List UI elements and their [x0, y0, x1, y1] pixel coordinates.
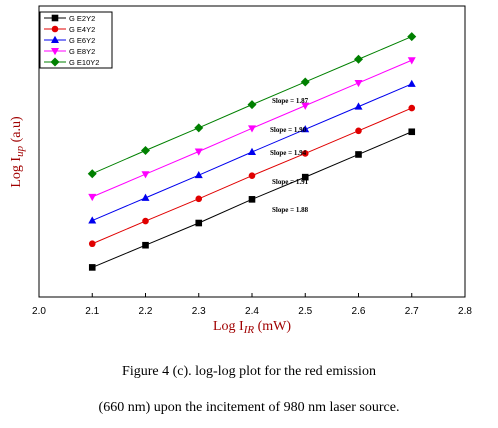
data-point	[248, 196, 256, 203]
slope-annotation: Slope = 1.94	[270, 149, 307, 157]
x-tick-label: 2.3	[192, 306, 206, 317]
data-point	[354, 102, 363, 110]
series-group	[87, 32, 417, 271]
data-point	[407, 32, 417, 42]
data-point	[248, 172, 256, 179]
data-point	[408, 104, 416, 112]
legend-label: G E4Y2	[69, 25, 95, 34]
legend-marker	[51, 14, 59, 22]
y-axis-label: Log Iup (a.u)	[9, 116, 26, 188]
data-point	[408, 128, 416, 136]
slope-annotation: Slope = 1.91	[272, 178, 309, 186]
data-point	[355, 151, 362, 158]
data-point	[248, 125, 256, 133]
data-point	[142, 241, 149, 249]
legend: G E2Y2 G E4Y2 G E6Y2 G E8Y2 G E10Y2	[39, 11, 113, 69]
legend-marker	[50, 57, 60, 67]
slope-annotation: Slope = 1.88	[272, 206, 309, 214]
data-point	[142, 217, 149, 225]
slope-annotation: Slope = 1.87	[272, 97, 309, 105]
data-point	[354, 79, 363, 88]
data-point	[88, 240, 96, 248]
data-point	[88, 193, 97, 202]
data-point	[141, 193, 150, 201]
x-tick-label: 2.5	[298, 306, 312, 317]
x-ticks: 2.0 2.1 2.2 2.3 2.4 2.5 2.6 2.7 2.8	[32, 293, 472, 317]
data-point	[194, 123, 204, 133]
data-point	[88, 264, 96, 271]
data-point	[141, 171, 150, 179]
data-point	[195, 219, 203, 227]
data-point	[141, 146, 150, 156]
data-point	[87, 169, 97, 179]
legend-marker	[51, 25, 59, 33]
legend-marker	[51, 48, 59, 56]
legend-marker	[51, 35, 59, 43]
data-point	[301, 173, 309, 181]
slope-annotation: Slope = 1.90	[270, 126, 307, 134]
data-point	[301, 150, 309, 157]
data-point	[301, 125, 310, 133]
data-point	[355, 127, 362, 135]
x-tick-label: 2.4	[245, 306, 259, 317]
figure-caption-line2: (660 nm) upon the incitement of 980 nm l…	[98, 400, 400, 415]
x-axis-label: Log IIR (mW)	[213, 319, 291, 336]
data-point	[248, 147, 256, 155]
data-point	[407, 57, 416, 65]
annotations: Slope = 1.87 Slope = 1.90 Slope = 1.94 S…	[270, 97, 309, 214]
legend-label: G E8Y2	[69, 47, 95, 56]
legend-label: G E6Y2	[69, 36, 95, 45]
data-point	[407, 79, 416, 87]
x-tick-label: 2.8	[458, 306, 472, 317]
x-tick-label: 2.7	[405, 306, 419, 317]
legend-label: G E2Y2	[69, 14, 95, 23]
figure-caption-line1: Figure 4 (c). log-log plot for the red e…	[122, 364, 376, 379]
data-point	[354, 54, 363, 64]
data-point	[247, 100, 257, 110]
data-point	[194, 148, 203, 156]
data-point	[300, 77, 310, 87]
data-point	[88, 216, 97, 224]
x-tick-label: 2.1	[85, 306, 99, 317]
legend-label: G E10Y2	[69, 58, 99, 67]
data-point	[194, 170, 203, 179]
data-point	[301, 102, 310, 110]
x-tick-label: 2.6	[352, 306, 366, 317]
x-tick-label: 2.0	[32, 306, 46, 317]
data-point	[195, 195, 203, 203]
x-tick-label: 2.2	[139, 306, 153, 317]
